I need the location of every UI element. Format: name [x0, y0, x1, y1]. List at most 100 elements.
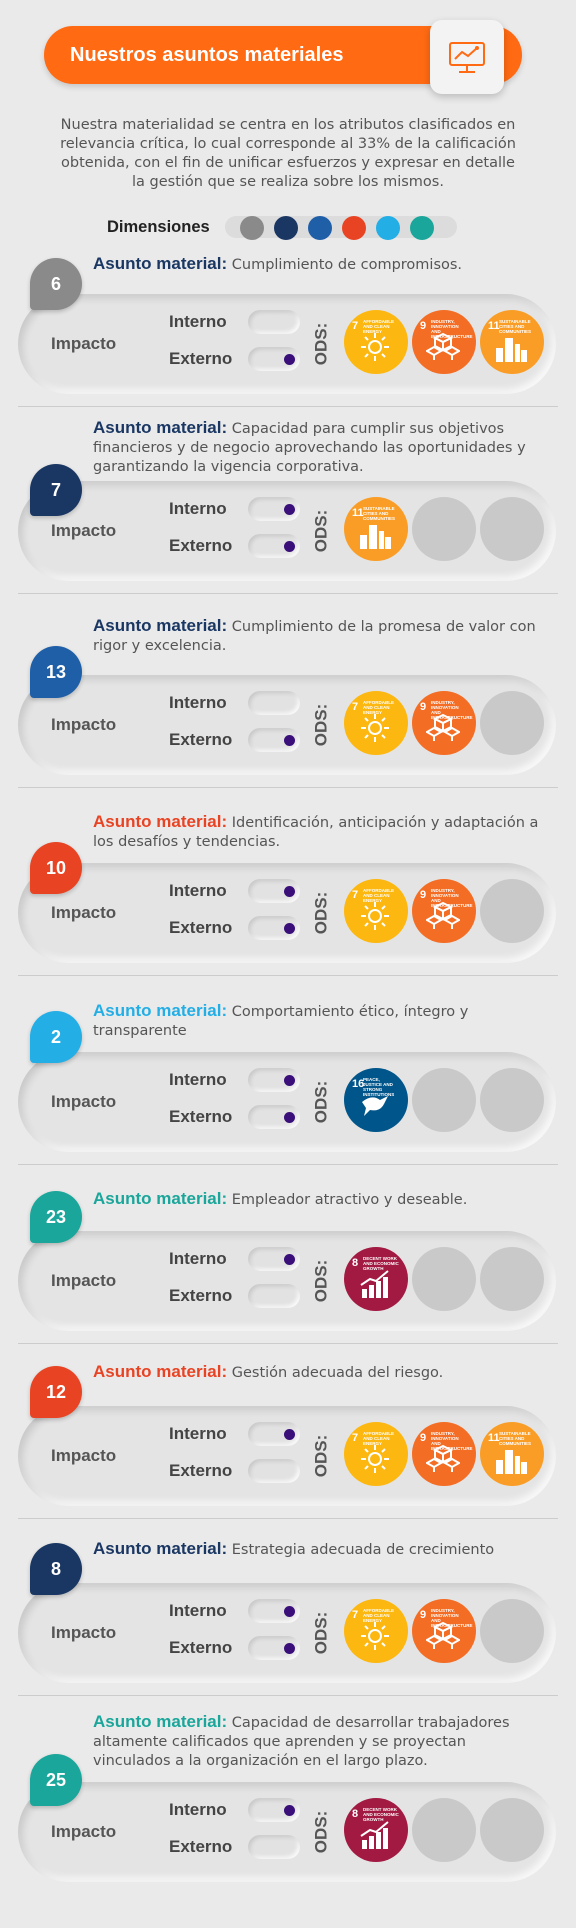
- sdg-empty-slot: [412, 1068, 476, 1132]
- impact-card: Impacto Interno Externo ODS: 7 AFFORDABLE AND…: [18, 294, 556, 394]
- externo-toggle[interactable]: [248, 1105, 300, 1129]
- sdg-7-badge: 7 AFFORDABLE AND CLEAN ENERGY: [344, 1422, 408, 1486]
- sdg-7-badge: 7 AFFORDABLE AND CLEAN ENERGY: [344, 1599, 408, 1663]
- interno-toggle[interactable]: [248, 1599, 300, 1623]
- sdg-number: 7: [352, 1432, 359, 1444]
- impacto-label: Impacto: [51, 1822, 117, 1841]
- externo-toggle[interactable]: [248, 534, 300, 558]
- externo-label: Externo: [169, 349, 233, 368]
- sdg-7-badge: 7 AFFORDABLE AND CLEAN ENERGY: [344, 879, 408, 943]
- asunto-label: Asunto material:: [93, 812, 228, 831]
- interno-label: Interno: [169, 1070, 227, 1089]
- sdg-text: INDUSTRY, INNOVATION AND INFRASTRUCTURE: [431, 700, 473, 720]
- sdg-number: 9: [420, 1432, 427, 1444]
- item-title: Asunto material: Estrategia adecuada de …: [93, 1539, 543, 1560]
- sdg-empty-slot: [480, 691, 544, 755]
- impacto-label: Impacto: [51, 715, 117, 734]
- item-description: Gestión adecuada del riesgo.: [227, 1365, 444, 1381]
- dimension-dot: [308, 216, 332, 240]
- divider: [18, 1343, 558, 1344]
- item-title: Asunto material: Identificación, anticip…: [93, 812, 543, 852]
- interno-toggle[interactable]: [248, 1422, 300, 1446]
- issue-number-badge: 8: [30, 1543, 82, 1595]
- sdg-number: 11: [488, 1432, 500, 1444]
- issue-number-badge: 13: [30, 646, 82, 698]
- toggle-on-indicator: [284, 1112, 295, 1123]
- item-title: Asunto material: Cumplimiento de comprom…: [93, 254, 543, 275]
- sdg-empty-slot: [480, 1798, 544, 1862]
- interno-label: Interno: [169, 881, 227, 900]
- divider: [18, 1518, 558, 1519]
- impacto-label: Impacto: [51, 903, 117, 922]
- sdg-empty-slot: [412, 1798, 476, 1862]
- item-description: Comportamiento ético, íntegro y transpar…: [93, 1004, 469, 1039]
- divider: [18, 975, 558, 976]
- interno-toggle[interactable]: [248, 879, 300, 903]
- sdg-empty-slot: [480, 879, 544, 943]
- item-title: Asunto material: Empleador atractivo y d…: [93, 1189, 543, 1210]
- asunto-label: Asunto material:: [93, 616, 228, 635]
- interno-toggle[interactable]: [248, 497, 300, 521]
- impacto-label: Impacto: [51, 1446, 117, 1465]
- divider: [18, 406, 558, 407]
- asunto-label: Asunto material:: [93, 1001, 228, 1020]
- sdg-11-badge: 11 SUSTAINABLE CITIES AND COMMUNITIES: [480, 1422, 544, 1486]
- externo-label: Externo: [169, 1107, 233, 1126]
- issue-number-badge: 2: [30, 1011, 82, 1063]
- dimension-dot: [274, 216, 298, 240]
- interno-toggle[interactable]: [248, 310, 300, 334]
- dimension-dot: [376, 216, 400, 240]
- interno-toggle[interactable]: [248, 1068, 300, 1092]
- interno-label: Interno: [169, 1601, 227, 1620]
- issue-number-badge: 6: [30, 258, 82, 310]
- interno-label: Interno: [169, 499, 227, 518]
- toggle-on-indicator: [284, 1643, 295, 1654]
- section-title: Nuestros asuntos materiales: [70, 44, 344, 66]
- sdg-9-badge: 9 INDUSTRY, INNOVATION AND INFRASTRUCTURE: [412, 310, 476, 374]
- sdg-number: 8: [352, 1257, 359, 1269]
- impact-card: Impacto Interno Externo ODS: 16 PEACE, JUSTIC…: [18, 1052, 556, 1152]
- sdg-number: 9: [420, 889, 427, 901]
- sdg-text: INDUSTRY, INNOVATION AND INFRASTRUCTURE: [431, 1608, 473, 1628]
- externo-toggle[interactable]: [248, 1636, 300, 1660]
- externo-toggle[interactable]: [248, 1284, 300, 1308]
- sdg-empty-slot: [480, 1068, 544, 1132]
- externo-label: Externo: [169, 1286, 233, 1305]
- sdg-number: 9: [420, 320, 427, 332]
- externo-toggle[interactable]: [248, 1459, 300, 1483]
- externo-label: Externo: [169, 730, 233, 749]
- sdg-text: SUSTAINABLE CITIES AND COMMUNITIES: [363, 506, 395, 521]
- externo-toggle[interactable]: [248, 728, 300, 752]
- impacto-label: Impacto: [51, 1092, 117, 1111]
- issue-number-badge: 25: [30, 1754, 82, 1806]
- interno-toggle[interactable]: [248, 691, 300, 715]
- externo-toggle[interactable]: [248, 347, 300, 371]
- sdg-text: INDUSTRY, INNOVATION AND INFRASTRUCTURE: [431, 888, 473, 908]
- sdg-text: INDUSTRY, INNOVATION AND INFRASTRUCTURE: [431, 319, 473, 339]
- interno-toggle[interactable]: [248, 1247, 300, 1271]
- externo-toggle[interactable]: [248, 1835, 300, 1859]
- item-title: Asunto material: Gestión adecuada del ri…: [93, 1362, 543, 1383]
- sdg-number: 8: [352, 1808, 359, 1820]
- interno-toggle[interactable]: [248, 1798, 300, 1822]
- dimension-dot: [240, 216, 264, 240]
- toggle-on-indicator: [284, 504, 295, 515]
- item-description: Estrategia adecuada de crecimiento: [227, 1542, 495, 1558]
- sdg-number: 9: [420, 701, 427, 713]
- ods-label: ODS:: [311, 1611, 331, 1655]
- sdg-number: 7: [352, 701, 359, 713]
- toggle-on-indicator: [284, 1606, 295, 1617]
- toggle-on-indicator: [284, 886, 295, 897]
- item-title: Asunto material: Comportamiento ético, í…: [93, 1001, 543, 1041]
- sdg-8-badge: 8 DECENT WORK AND ECONOMIC GROWTH: [344, 1798, 408, 1862]
- issue-number-badge: 7: [30, 464, 82, 516]
- issue-number-badge: 23: [30, 1191, 82, 1243]
- sdg-16-badge: 16 PEACE, JUSTICE AND STRONG INSTITUTIONS: [344, 1068, 408, 1132]
- externo-toggle[interactable]: [248, 916, 300, 940]
- ods-label: ODS:: [311, 891, 331, 935]
- sdg-text: AFFORDABLE AND CLEAN ENERGY: [363, 888, 394, 903]
- divider: [18, 1164, 558, 1165]
- sdg-11-badge: 11 SUSTAINABLE CITIES AND COMMUNITIES: [344, 497, 408, 561]
- item-description: Identificación, anticipación y adaptació…: [93, 815, 539, 850]
- sdg-number: 7: [352, 320, 359, 332]
